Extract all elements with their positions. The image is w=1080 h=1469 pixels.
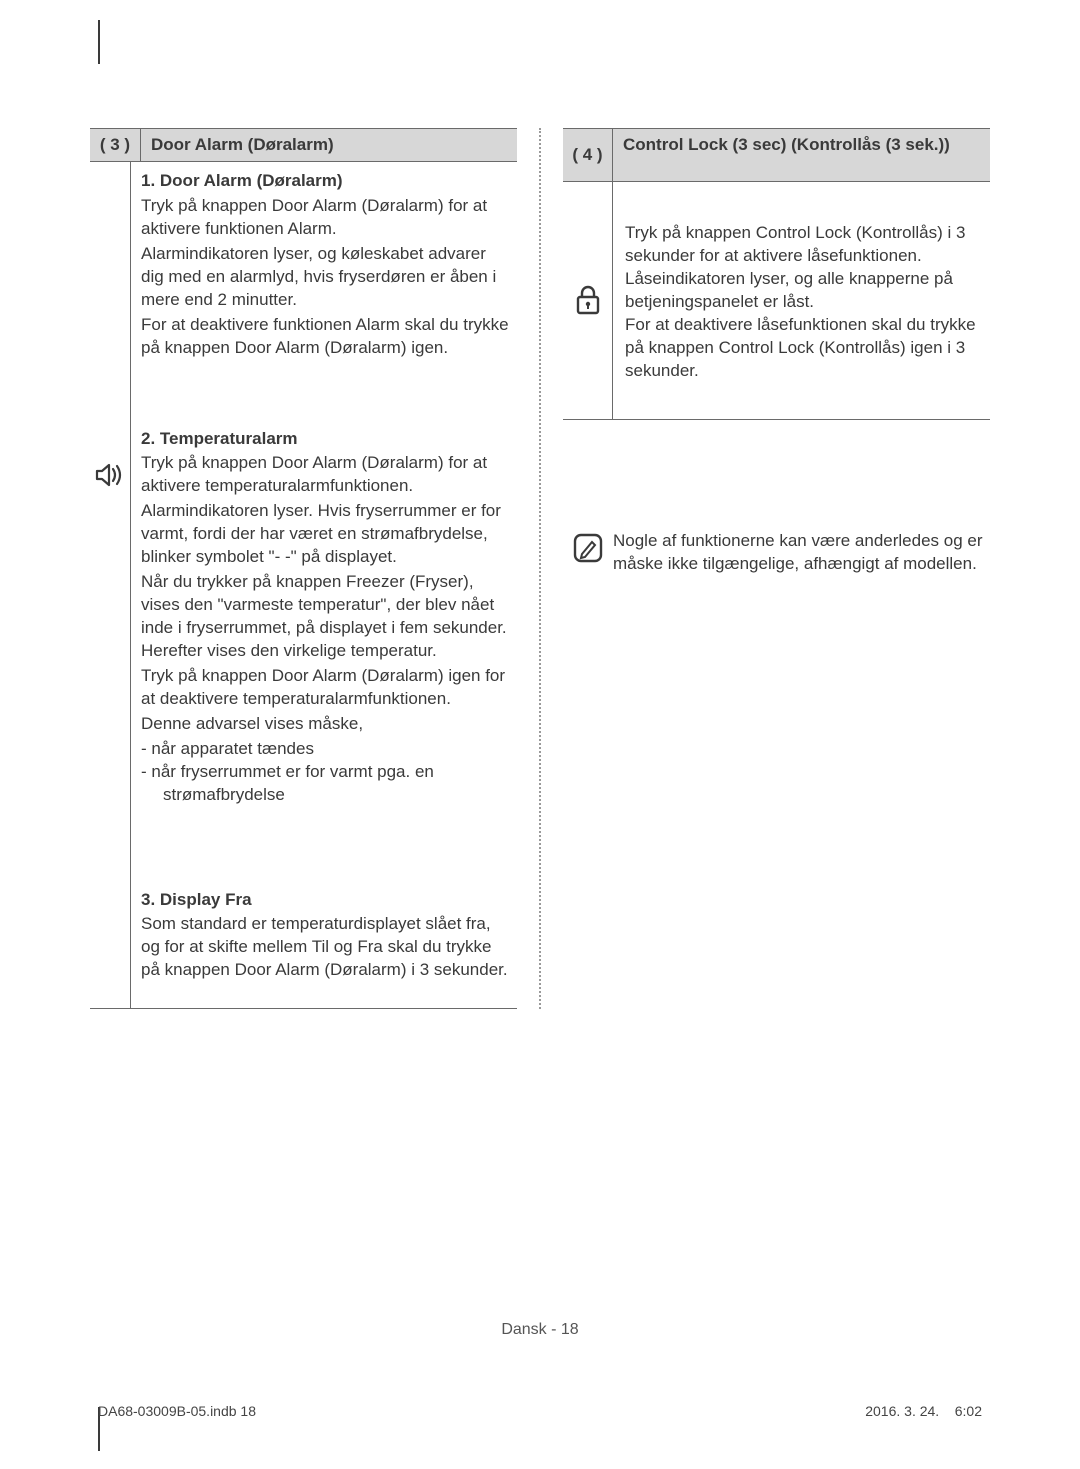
section-3-body: 1. Door Alarm (Døralarm) Tryk på knappen… [90,162,517,1009]
block-title: 2. Temperaturalarm [141,428,513,451]
block-title: 1. Door Alarm (Døralarm) [141,170,513,193]
section-4-header: ( 4 ) Control Lock (3 sec) (Kontrollås (… [563,128,990,182]
speaker-icon [95,462,125,488]
list-item: når fryserrummet er for varmt pga. en st… [141,761,513,807]
note-pencil-icon [572,532,604,564]
section-3-content: 1. Door Alarm (Døralarm) Tryk på knappen… [130,162,517,1008]
block-door-alarm: 1. Door Alarm (Døralarm) Tryk på knappen… [141,162,517,386]
note-text: Nogle af funktionerne kan være anderlede… [613,530,990,576]
paragraph: Som standard er temperaturdisplayet slåe… [141,913,513,982]
two-column-layout: ( 3 ) Door Alarm (Døralarm) 1. D [90,128,990,1009]
icon-cell [563,182,613,419]
crop-mark-top [98,20,100,64]
list-item: når apparatet tændes [141,738,513,761]
paragraph: Alarmindikatoren lyser. Hvis fryserrumme… [141,500,513,569]
right-column: ( 4 ) Control Lock (3 sec) (Kontrollås (… [563,128,990,1009]
paragraph: Tryk på knappen Door Alarm (Døralarm) fo… [141,452,513,498]
lock-icon [574,285,602,315]
column-divider [539,128,541,1009]
section-title: Door Alarm (Døralarm) [140,129,517,161]
paragraph: Denne advarsel vises måske, [141,713,513,736]
block-display-off: 3. Display Fra Som standard er temperatu… [141,831,517,1009]
left-column: ( 3 ) Door Alarm (Døralarm) 1. D [90,128,517,1009]
manual-page: ( 3 ) Door Alarm (Døralarm) 1. D [0,0,1080,1469]
note-row: Nogle af funktionerne kan være anderlede… [563,530,990,576]
warning-list: når apparatet tændes når fryserrummet er… [141,738,513,807]
section-3-header: ( 3 ) Door Alarm (Døralarm) [90,128,517,162]
paragraph: Tryk på knappen Door Alarm (Døralarm) ig… [141,665,513,711]
icon-gutter [90,162,130,1008]
footer-datetime: 2016. 3. 24. 6:02 [865,1403,982,1419]
footer-time: 6:02 [955,1403,982,1419]
section-number: ( 3 ) [90,129,140,161]
note-icon-cell [563,530,613,564]
paragraph: Når du trykker på knappen Freezer (Fryse… [141,571,513,663]
block-temperature-alarm: 2. Temperaturalarm Tryk på knappen Door … [141,386,517,831]
section-title: Control Lock (3 sec) (Kontrollås (3 sek.… [613,129,990,161]
lock-description: Tryk på knappen Control Lock (Kontrollås… [613,182,990,419]
paragraph: Alarmindikatoren lyser, og køleskabet ad… [141,243,513,312]
block-title: 3. Display Fra [141,889,513,912]
footer-filename: DA68-03009B-05.indb 18 [98,1403,256,1419]
paragraph: Tryk på knappen Door Alarm (Døralarm) fo… [141,195,513,241]
section-number: ( 4 ) [563,129,613,181]
footer-date: 2016. 3. 24. [865,1403,939,1419]
paragraph: For at deaktivere funktionen Alarm skal … [141,314,513,360]
page-number: Dansk - 18 [0,1321,1080,1339]
section-4-body: Tryk på knappen Control Lock (Kontrollås… [563,182,990,420]
